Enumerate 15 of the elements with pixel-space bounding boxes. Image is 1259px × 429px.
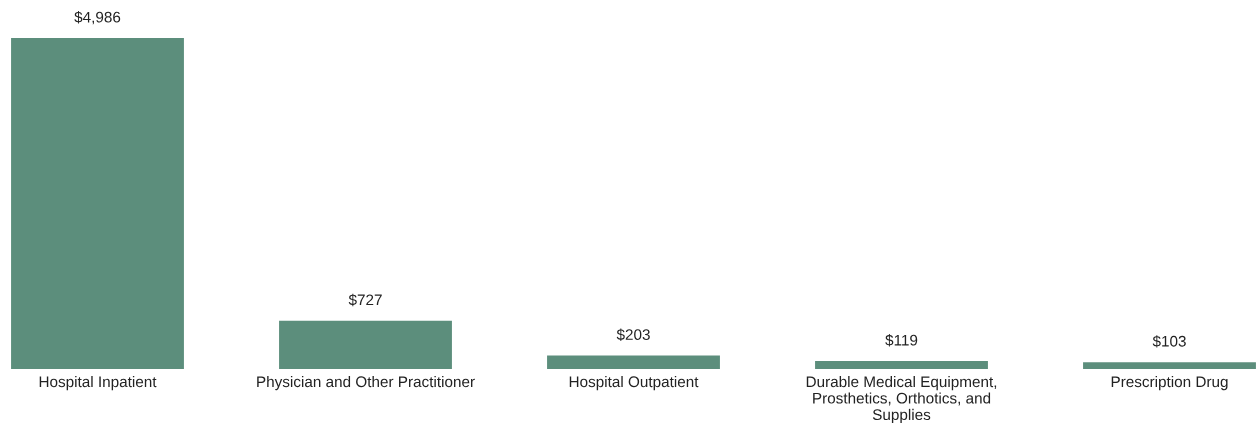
x-tick-label: Hospital Inpatient <box>39 375 157 391</box>
data-label: $727 <box>348 293 382 307</box>
x-tick-label: Durable Medical Equipment, Prosthetics, Orthotics, and Supplies <box>806 375 997 424</box>
data-label: $119 <box>885 334 918 347</box>
bar <box>11 38 184 369</box>
data-label: $103 <box>1152 335 1186 348</box>
bar <box>815 361 988 369</box>
x-tick-label: Prescription Drug <box>1111 375 1228 391</box>
bar <box>547 355 720 369</box>
x-tick-label: Hospital Outpatient <box>569 375 699 391</box>
bar <box>1083 362 1256 369</box>
data-label: $4,986 <box>74 11 121 25</box>
x-tick-label: Physician and Other Practitioner <box>257 375 475 391</box>
data-label: $203 <box>616 328 650 341</box>
bar <box>279 320 452 369</box>
